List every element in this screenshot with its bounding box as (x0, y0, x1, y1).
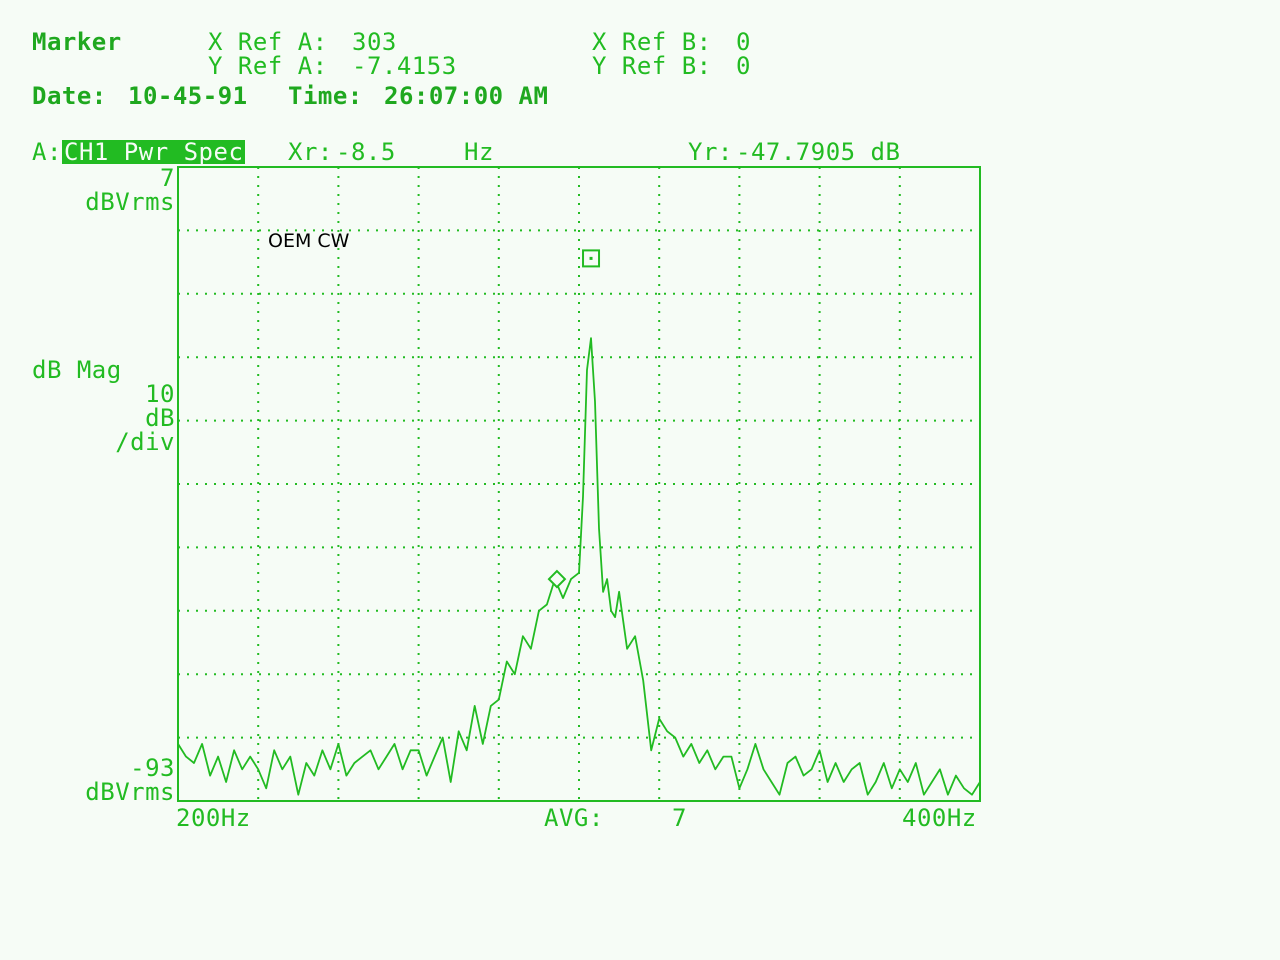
date-value: 10-45-91 (128, 82, 248, 110)
xr-label: Xr: (288, 138, 333, 166)
y-top-unit: dBVrms (85, 188, 175, 216)
x-ref-b-label: X Ref B: (592, 28, 712, 56)
x-ref-a-value: 303 (352, 28, 397, 56)
y-ref-b-value: 0 (736, 52, 751, 80)
y-scale-per: /div (115, 428, 175, 456)
y-bottom-unit: dBVrms (85, 778, 175, 806)
x-start-label: 200Hz (176, 804, 251, 832)
y-ref-b-label: Y Ref B: (592, 52, 712, 80)
x-end-label: 400Hz (902, 804, 977, 832)
y-ref-a-label: Y Ref A: (208, 52, 328, 80)
time-value: 26:07:00 AM (384, 82, 549, 110)
y-scale-value: 10 (145, 380, 175, 408)
marker-square-dot (589, 256, 593, 260)
avg-value: 7 (672, 804, 687, 832)
plot-grid (178, 167, 980, 801)
xr-unit: Hz (464, 138, 494, 166)
time-label: Time: (288, 82, 363, 110)
x-ref-b-value: 0 (736, 28, 751, 56)
y-scale-unit: dB (145, 404, 175, 432)
yr-label: Yr: (688, 138, 733, 166)
marker-title: Marker (32, 28, 122, 56)
annotation-label: OEM CW (268, 230, 350, 252)
y-scale-type: dB Mag (32, 356, 122, 384)
spectrum-trace (177, 337, 981, 796)
xr-value: -8.5 (336, 138, 396, 166)
avg-label: AVG: (544, 804, 604, 832)
y-top-value: 7 (160, 164, 175, 192)
marker-diamond (547, 569, 567, 589)
y-ref-a-value: -7.4153 (352, 52, 457, 80)
date-label: Date: (32, 82, 107, 110)
plot-frame (177, 166, 981, 802)
marker-group (547, 249, 601, 589)
x-ref-a-label: X Ref A: (208, 28, 328, 56)
yr-value: -47.7905 dB (736, 138, 901, 166)
channel-label[interactable]: CH1 Pwr Spec (62, 138, 246, 166)
channel-prefix: A: (32, 138, 62, 166)
y-bottom-value: -93 (130, 754, 175, 782)
